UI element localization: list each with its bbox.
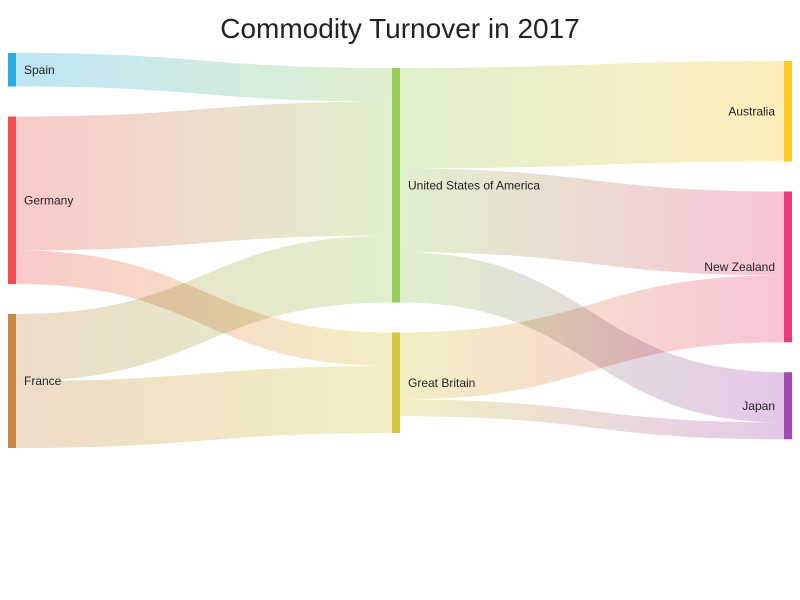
node-label-japan: Japan — [742, 399, 775, 413]
node-label-australia: Australia — [728, 104, 775, 118]
nodes-layer — [8, 53, 792, 448]
link-gb-to-japan[interactable] — [400, 399, 784, 440]
chart-title: Commodity Turnover in 2017 — [220, 13, 580, 44]
labels-layer: Spain Germany France United States of Ameri… — [24, 63, 775, 413]
node-label-nz: New Zealand — [704, 260, 775, 274]
node-bar-spain[interactable] — [8, 53, 16, 87]
node-bar-nz[interactable] — [784, 191, 792, 343]
node-bar-france[interactable] — [8, 314, 16, 448]
node-bar-usa[interactable] — [392, 68, 400, 303]
node-label-germany: Germany — [24, 193, 73, 207]
node-bar-gb[interactable] — [392, 332, 400, 434]
link-usa-to-australia[interactable] — [400, 61, 784, 169]
node-bar-germany[interactable] — [8, 116, 16, 285]
link-germany-to-usa[interactable] — [16, 101, 392, 251]
node-label-gb: Great Britain — [408, 376, 475, 390]
link-gb-to-nz[interactable] — [400, 275, 784, 400]
links-layer — [16, 53, 784, 448]
link-france-to-usa[interactable] — [16, 235, 392, 382]
node-label-spain: Spain — [24, 63, 55, 77]
link-spain-to-usa[interactable] — [16, 53, 392, 102]
node-bar-japan[interactable] — [784, 372, 792, 440]
node-label-usa: United States of America — [408, 178, 540, 192]
link-france-to-gb[interactable] — [16, 366, 392, 448]
node-label-france: France — [24, 374, 62, 388]
node-bar-australia[interactable] — [784, 61, 792, 162]
link-usa-to-nz[interactable] — [400, 168, 784, 276]
